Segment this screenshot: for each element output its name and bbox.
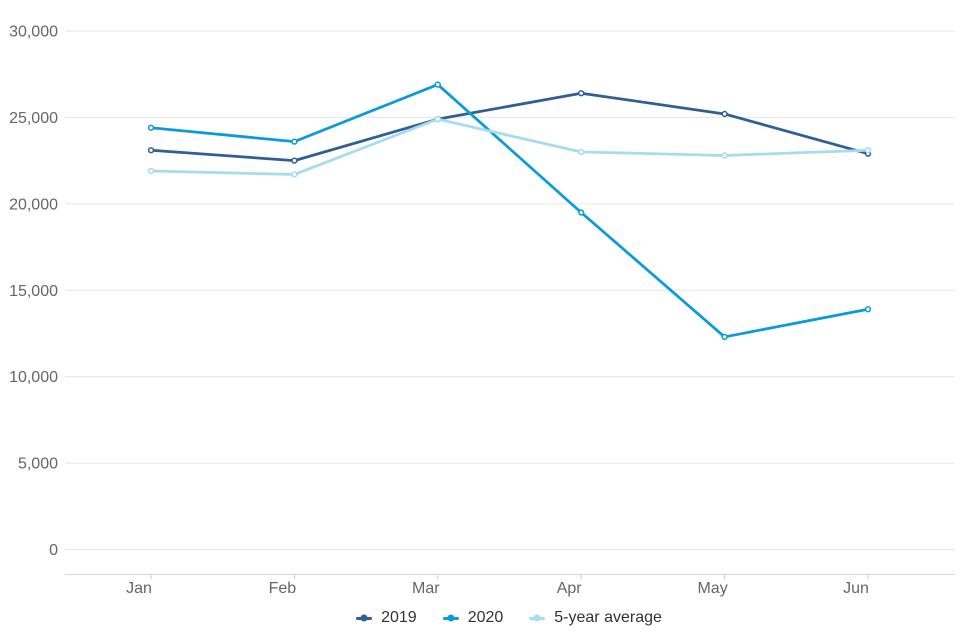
data-point-marker	[291, 171, 298, 178]
plot-area: 0 5,000 10,000 15,000 20,000 25,000 30,000 Jan F…	[9, 24, 955, 597]
data-point-marker	[291, 138, 298, 145]
y-axis-tick-label: 10,000	[9, 369, 58, 386]
data-point-marker	[721, 110, 728, 118]
legend-item-2019[interactable]: 2019	[356, 609, 417, 627]
y-axis-tick-label: 5,000	[18, 456, 58, 473]
data-point-marker	[864, 147, 872, 154]
legend-label-5-year-average: 5-year average	[554, 609, 662, 626]
data-point-marker	[864, 306, 872, 313]
x-axis-tick-label: Jun	[843, 580, 869, 597]
legend-marker-5-year-average-icon	[529, 614, 546, 622]
data-point-marker	[578, 209, 585, 216]
legend-dot-5-year-average-icon	[533, 614, 541, 622]
x-axis-tick-label: May	[697, 580, 727, 597]
y-axis-tick-label: 25,000	[9, 110, 58, 127]
x-axis-tick-label: Mar	[412, 580, 440, 597]
data-point-marker	[434, 115, 441, 123]
legend-marker-2020-icon	[442, 614, 459, 622]
series-line-5-year-average	[149, 117, 870, 176]
legend: 2019 2020 5-year average	[0, 609, 960, 627]
data-point-marker	[721, 333, 728, 341]
legend-item-2020[interactable]: 2020	[442, 609, 504, 627]
data-point-marker	[147, 147, 155, 154]
data-point-marker	[147, 124, 155, 131]
data-point-marker	[721, 152, 728, 159]
data-point-marker	[147, 167, 155, 175]
legend-item-5-year-average[interactable]: 5-year average	[529, 609, 662, 627]
y-axis-tick-label: 20,000	[9, 196, 58, 213]
legend-marker-2019-icon	[356, 614, 373, 622]
data-point-marker	[434, 81, 441, 88]
x-axis-tick-label: Apr	[557, 580, 583, 597]
x-axis-tick-label: Feb	[269, 580, 297, 597]
data-point-marker	[578, 90, 585, 97]
y-axis-tick-label: 0	[49, 542, 58, 559]
series-line-2019	[149, 91, 870, 162]
data-point-marker	[291, 157, 298, 164]
x-axis-tick-label: Jan	[126, 580, 152, 597]
series-line-2020	[149, 83, 870, 339]
data-point-marker	[578, 148, 585, 156]
legend-label-2020: 2020	[467, 609, 504, 626]
y-axis-tick-label: 15,000	[9, 283, 58, 300]
legend-dot-2020-icon	[447, 614, 455, 622]
legend-label-2019: 2019	[381, 609, 417, 626]
legend-dot-2019-icon	[360, 614, 368, 622]
y-axis-tick-label: 30,000	[9, 24, 58, 41]
